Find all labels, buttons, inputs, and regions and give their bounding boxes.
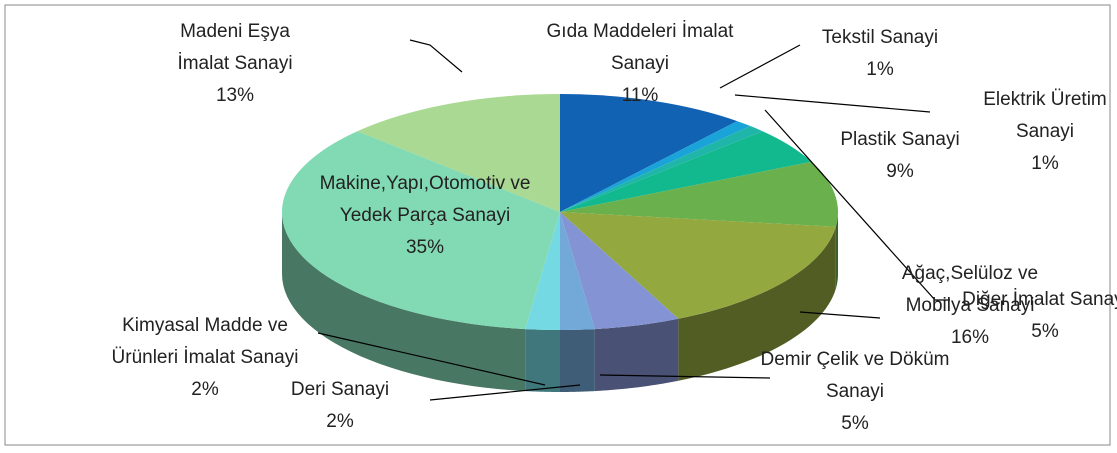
leader-line [764,109,950,301]
value-label: 35% [405,237,445,258]
data-label: Tekstil Sanayi 1% [790,22,970,86]
value-label: 9% [886,161,914,182]
pie-slice [560,161,838,227]
pie-slice [560,212,679,330]
leader-line [429,384,581,401]
value-label: 2% [191,379,219,400]
leader-line [317,332,546,386]
pie-slice [560,131,812,212]
data-label: Elektrik Üretim Sanayi 1% [960,84,1117,180]
data-label: Diğer İmalat Sanayi 5% [960,284,1117,348]
category-label: Ağaç,Selüloz ve Mobilya Sanayi [901,263,1039,316]
value-label: 13% [215,85,255,106]
category-label: Tekstil Sanayi [821,27,939,48]
data-label: Kimyasal Madde ve Ürünleri İmalat Sanayi… [90,310,320,406]
category-label: Diğer İmalat Sanayi [962,289,1117,310]
pie-slice-side [835,212,838,289]
pie-slice-side [560,329,595,392]
leader-lines [317,39,950,401]
category-label: Deri Sanayi [290,379,390,400]
data-label: Makine,Yapı,Otomotiv ve Yedek Parça Sana… [318,168,532,264]
pie [282,94,838,392]
category-label: Elektrik Üretim Sanayi [983,89,1107,142]
data-label: Deri Sanayi 2% [280,374,400,438]
pie-slice [357,94,560,212]
pie-slice-side [678,226,836,381]
pie-slice [525,212,560,330]
pie-slice [560,125,763,212]
category-label: Makine,Yapı,Otomotiv ve Yedek Parça Sana… [319,173,531,226]
pie-slice-side [525,329,560,392]
value-label: 1% [866,59,894,80]
data-label: Demir Çelik ve Döküm Sanayi 5% [760,344,950,440]
category-label: Madeni Eşya İmalat Sanayi [177,21,293,74]
pie-slice [560,212,836,319]
value-label: 2% [326,411,354,432]
leader-line [599,374,771,379]
category-label: Plastik Sanayi [840,129,960,150]
value-label: 5% [841,413,869,434]
value-label: 5% [1031,321,1059,342]
value-label: 16% [950,327,990,348]
leader-line [799,311,881,319]
data-label: Gıda Maddeleri İmalat Sanayi 11% [540,16,740,112]
data-label: Plastik Sanayi 9% [815,124,985,188]
value-label: 1% [1031,153,1059,174]
data-label: Madeni Eşya İmalat Sanayi 13% [160,16,310,112]
pie-slice [282,131,560,330]
leader-line [719,44,801,89]
pie-slice [560,121,751,212]
category-label: Demir Çelik ve Döküm Sanayi [760,349,950,402]
pie-slice [560,212,595,330]
data-label: Ağaç,Selüloz ve Mobilya Sanayi 16% [875,258,1065,354]
value-label: 11% [621,85,659,106]
pie-slice [560,94,738,212]
category-label: Gıda Maddeleri İmalat Sanayi [546,21,734,74]
leader-line [734,94,931,113]
pie-slice-side [282,212,526,392]
category-label: Kimyasal Madde ve Ürünleri İmalat Sanayi [111,315,299,368]
leader-line [409,39,463,73]
pie-slice-side [594,318,679,392]
